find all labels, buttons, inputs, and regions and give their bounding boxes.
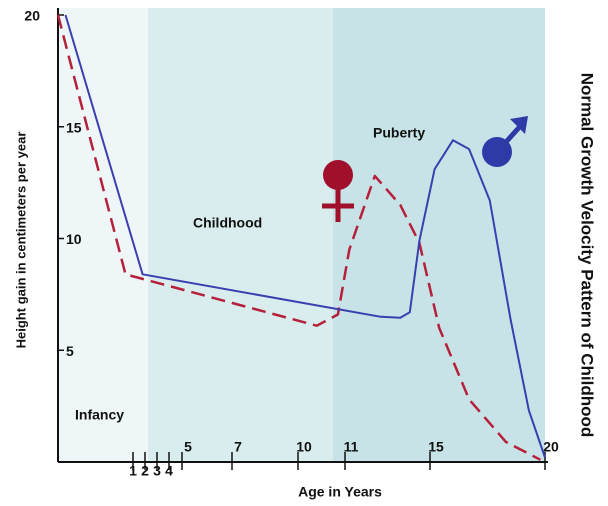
x-tick-label: 7	[234, 439, 242, 455]
region-label: Puberty	[373, 125, 425, 141]
infancy-region	[58, 8, 148, 462]
childhood-region	[148, 8, 333, 462]
x-tick-label: 11	[344, 439, 359, 455]
region-label: Childhood	[193, 215, 262, 231]
series-line	[64, 14, 546, 458]
female-symbol	[322, 160, 354, 222]
x-tick-label: 1	[129, 463, 137, 479]
region-label: Infancy	[75, 407, 124, 423]
series-line	[56, 14, 541, 461]
y-tick-label: 5	[66, 343, 74, 359]
y-tick-label: 10	[66, 231, 82, 247]
puberty-region	[333, 8, 545, 462]
x-tick-label: 15	[428, 439, 444, 455]
x-tick-label: 3	[153, 463, 161, 479]
x-tick-label: 10	[296, 439, 312, 455]
x-tick-label: 4	[165, 463, 173, 479]
x-axis-label: Age in Years	[298, 484, 382, 500]
y-tick-label: 20	[24, 8, 40, 24]
x-tick-label: 5	[184, 439, 192, 455]
male-symbol	[482, 116, 528, 167]
x-tick-label: 2	[141, 463, 149, 479]
y-axis-label: Height gain in centimeters per year	[13, 132, 28, 349]
y-tick-label: 15	[66, 119, 82, 135]
x-tick-label: 20	[543, 439, 559, 455]
chart-title: Normal Growth Velocity Pattern of Childh…	[578, 73, 597, 438]
